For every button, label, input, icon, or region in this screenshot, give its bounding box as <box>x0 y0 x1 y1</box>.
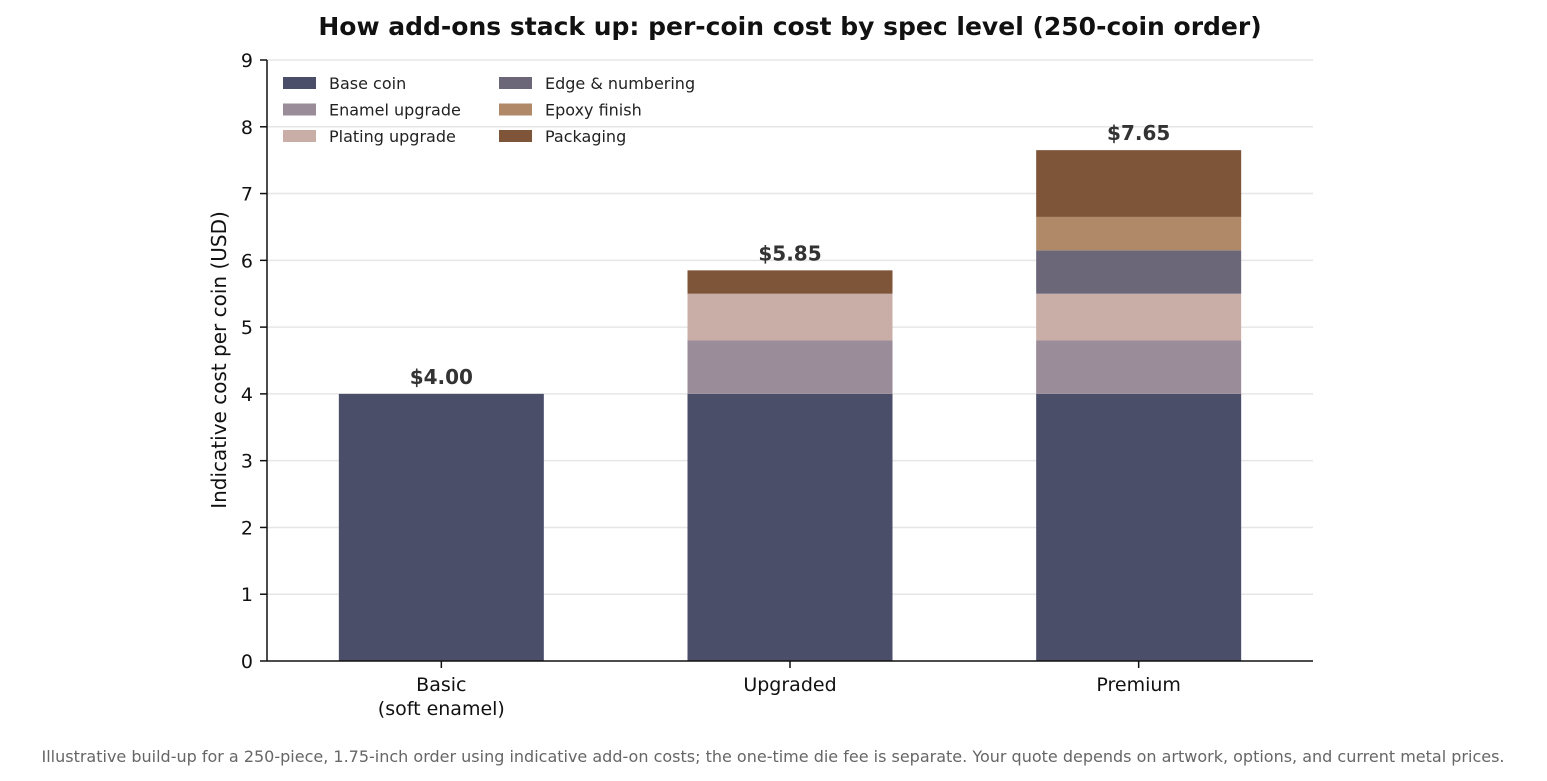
bar-segment-plating-upgrade <box>687 293 893 341</box>
caption: Illustrative build-up for a 250-piece, 1… <box>41 747 1504 766</box>
bar-total-label: $5.85 <box>758 241 821 265</box>
y-tick-label: 4 <box>241 384 253 406</box>
bar-total-label: $7.65 <box>1107 121 1170 145</box>
x-tick-label: Basic <box>416 674 466 696</box>
bars <box>338 150 1242 661</box>
y-tick-label: 2 <box>241 517 253 539</box>
legend-label-base-coin: Base coin <box>329 74 406 93</box>
legend-label-enamel-upgrade: Enamel upgrade <box>329 101 461 120</box>
bar-segment-enamel-upgrade <box>1036 340 1242 394</box>
bar-segment-packaging <box>1036 150 1242 217</box>
legend: Base coin Enamel upgrade Plating upgrade Ed… <box>283 74 695 146</box>
y-tick-label: 8 <box>241 117 253 139</box>
bar-segment-packaging <box>687 270 893 294</box>
bar-total-label: $4.00 <box>410 365 473 389</box>
y-tick-label: 0 <box>241 651 253 673</box>
y-tick-label: 9 <box>241 50 253 72</box>
bar-segment-base-coin <box>687 393 893 661</box>
y-tick-label: 7 <box>241 184 253 206</box>
legend-swatch-edge-numbering <box>499 77 532 89</box>
legend-label-edge-numbering: Edge & numbering <box>545 74 695 93</box>
legend-label-packaging: Packaging <box>545 127 626 146</box>
legend-swatch-packaging <box>499 130 532 142</box>
legend-label-plating-upgrade: Plating upgrade <box>329 127 456 146</box>
y-tick-label: 6 <box>241 250 253 272</box>
y-tick-label: 5 <box>241 317 253 339</box>
bar-total-labels: $4.00 $5.85 $7.65 <box>410 121 1171 389</box>
bar-segment-epoxy-finish <box>1036 216 1242 251</box>
bar-segment-base-coin <box>1036 393 1242 661</box>
bar-segment-edge-numbering <box>1036 250 1242 294</box>
x-tick-label: Premium <box>1096 674 1181 696</box>
legend-swatch-epoxy-finish <box>499 103 532 116</box>
y-tick-label: 3 <box>241 451 253 473</box>
bar-segment-base-coin <box>338 393 544 661</box>
legend-swatch-plating-upgrade <box>283 130 316 142</box>
bar-segment-plating-upgrade <box>1036 293 1242 341</box>
y-axis-label: Indicative cost per coin (USD) <box>207 211 231 509</box>
y-tick-label: 1 <box>241 584 253 606</box>
bar-segment-enamel-upgrade <box>687 340 893 394</box>
legend-swatch-enamel-upgrade <box>283 103 316 116</box>
x-tick-label: (soft enamel) <box>378 698 505 720</box>
chart-title: How add-ons stack up: per-coin cost by s… <box>318 12 1261 41</box>
legend-swatch-base-coin <box>283 77 316 89</box>
x-tick-label: Upgraded <box>743 674 836 696</box>
axes: 0 1 2 3 4 5 6 7 8 9 Basic(soft enamel) Upgraded Prem… <box>241 50 1313 720</box>
legend-label-epoxy-finish: Epoxy finish <box>545 101 642 120</box>
